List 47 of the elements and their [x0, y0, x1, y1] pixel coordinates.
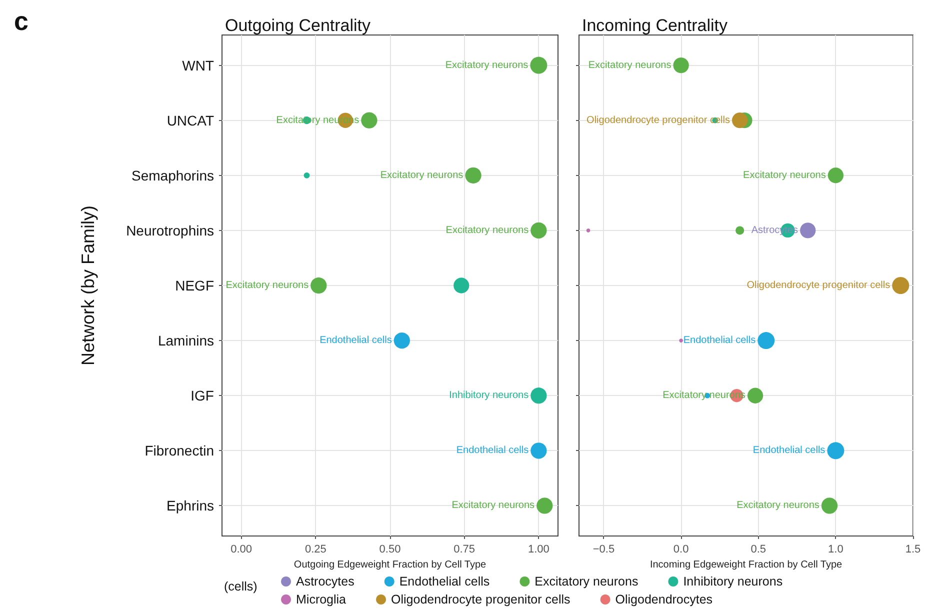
- y-tick-label: Ephrins: [166, 498, 214, 514]
- legend-label: Inhibitory neurons: [683, 574, 783, 588]
- data-label: Endothelial cells: [683, 335, 756, 346]
- legend-label: Microglia: [296, 592, 346, 606]
- x-tick-label: 1.0: [828, 544, 844, 556]
- data-label: Endothelial cells: [320, 335, 392, 346]
- chart-title: Incoming Centrality: [582, 16, 728, 35]
- y-tick-label: UNCAT: [166, 112, 214, 128]
- data-label: Endothelial cells: [456, 445, 529, 456]
- legend-label: Astrocytes: [296, 574, 354, 588]
- x-tick-label: 0.50: [379, 544, 401, 556]
- x-tick-label: 0.25: [304, 544, 326, 556]
- y-axis-title: Network (by Family): [78, 205, 98, 366]
- x-axis-title: Outgoing Edgeweight Fraction by Cell Type: [294, 559, 487, 570]
- x-tick-label: 0.00: [230, 544, 252, 556]
- legend-label: Oligodendrocytes: [615, 592, 713, 606]
- data-label: Excitatory neurons: [588, 60, 672, 71]
- data-label: Excitatory neurons: [445, 60, 528, 71]
- legend-title: (cells): [224, 580, 258, 594]
- data-label: Excitatory neurons: [452, 500, 535, 512]
- y-tick-label: Neurotrophins: [126, 222, 214, 238]
- x-tick-label: −0.5: [592, 544, 615, 556]
- x-tick-label: 0.75: [454, 544, 476, 556]
- x-tick-label: 0.5: [750, 544, 766, 556]
- y-tick-label: Laminins: [158, 332, 214, 349]
- data-label: Excitatory neurons: [736, 500, 820, 512]
- x-tick-label: 1.00: [528, 544, 550, 556]
- text: c: [14, 6, 28, 36]
- data-label: Excitatory neurons: [743, 170, 826, 181]
- chart-title: Outgoing Centrality: [225, 16, 372, 35]
- legend-label: Oligodendrocyte progenitor cells: [391, 592, 570, 606]
- x-tick-label: 0.0: [673, 544, 689, 556]
- data-label: Excitatory neurons: [380, 170, 464, 181]
- x-tick-label: 1.5: [905, 544, 921, 556]
- y-tick-label: Semaphorins: [132, 167, 214, 184]
- legend-label: Excitatory neurons: [534, 574, 638, 588]
- data-label: Oligodendrocyte progenitor cells: [746, 280, 890, 291]
- data-label: Excitatory neurons: [446, 224, 529, 236]
- x-axis-title: Incoming Edgeweight Fraction by Cell Type: [650, 559, 843, 570]
- y-tick-label: IGF: [190, 388, 214, 404]
- y-tick-label: Fibronectin: [144, 442, 214, 459]
- data-label: Inhibitory neurons: [449, 390, 529, 402]
- data-label: Endothelial cells: [752, 445, 826, 456]
- y-tick-label: WNT: [182, 57, 214, 74]
- y-tick-label: NEGF: [175, 278, 214, 294]
- legend-label: Endothelial cells: [399, 574, 490, 588]
- data-label: Excitatory neurons: [226, 280, 309, 291]
